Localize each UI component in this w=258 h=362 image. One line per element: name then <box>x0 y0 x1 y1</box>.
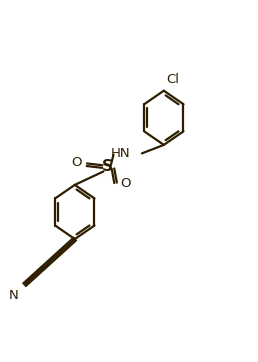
Text: Cl: Cl <box>166 73 179 86</box>
Text: O: O <box>71 156 81 169</box>
Text: HN: HN <box>111 147 130 160</box>
Text: S: S <box>102 159 112 174</box>
Text: N: N <box>9 289 18 302</box>
Text: O: O <box>120 177 131 190</box>
